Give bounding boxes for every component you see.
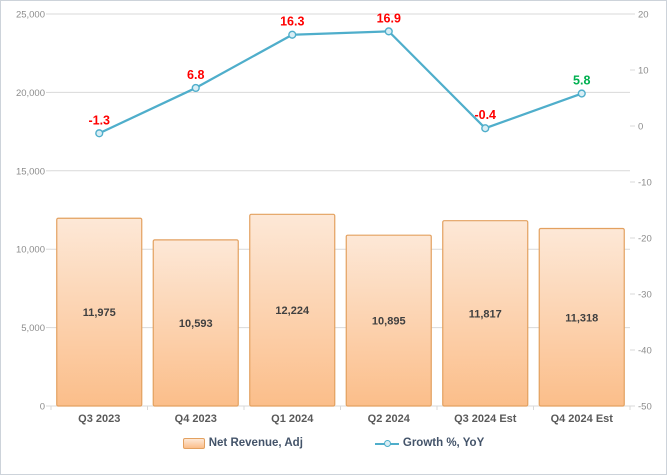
growth-value-label: 6.8 [187,68,204,82]
bar-value-label: 11,318 [565,312,598,324]
y-axis-left-label: 20,000 [16,88,45,99]
y-axis-left-label: 25,000 [16,10,45,21]
growth-marker[interactable] [577,89,586,98]
bar-value-label: 12,224 [275,305,310,317]
plot-area: 0 5,000 10,000 15,000 20,000 25,000 -50 -40 -30 -… [16,10,652,426]
line-marker-icon [374,439,399,447]
y-axis-right-label: -40 [638,346,652,357]
bar-value-label: 11,975 [83,307,116,319]
revenue-bar[interactable] [345,234,432,407]
y-axis-right-label: -30 [638,290,652,301]
bar-swatch-icon [182,437,205,449]
growth-marker[interactable] [481,124,490,133]
y-axis-right-label: 20 [638,10,649,21]
growth-marker[interactable] [384,27,393,36]
growth-value-label: -0.4 [474,108,496,122]
growth-value-label: 5.8 [573,74,590,88]
y-axis-left-label: 15,000 [16,166,45,177]
growth-marker[interactable] [95,129,104,138]
category-label: Q4 2023 [175,413,217,425]
legend-label-net-revenue: Net Revenue, Adj [208,437,303,449]
growth-value-label: -1.3 [88,113,110,127]
category-label: Q1 2024 [271,413,314,425]
y-axis-left-label: 0 [40,402,45,413]
revenue-bar[interactable] [442,220,529,407]
legend-item-net-revenue[interactable]: Net Revenue, Adj [182,437,303,449]
y-axis-right-label: -20 [638,234,652,245]
y-axis-left-label: 5,000 [21,323,45,334]
y-axis-left-label: 10,000 [16,245,45,256]
category-label: Q2 2024 [368,413,411,425]
legend: Net Revenue, Adj Growth %, YoY [1,437,666,449]
category-label: Q4 2024 Est [551,413,614,425]
category-label: Q3 2023 [78,413,120,425]
legend-label-growth: Growth %, YoY [402,437,485,449]
legend-item-growth[interactable]: Growth %, YoY [374,437,485,449]
bar-value-label: 11,817 [469,308,502,320]
category-label: Q3 2024 Est [454,413,517,425]
revenue-bar[interactable] [538,227,625,407]
revenue-bar[interactable] [152,239,239,407]
y-axis-right-label: -50 [638,402,652,413]
growth-value-label: 16.9 [377,11,401,25]
growth-value-label: 16.3 [280,15,304,29]
y-axis-right-label: -10 [638,178,652,189]
y-axis-right-label: 0 [638,122,643,133]
bar-value-label: 10,895 [372,316,406,328]
y-axis-right-label: 10 [638,66,649,77]
growth-marker[interactable] [288,30,297,39]
revenue-bar[interactable] [249,213,336,407]
growth-line[interactable] [98,30,583,135]
growth-marker[interactable] [191,83,200,93]
bar-value-label: 10,593 [179,318,213,330]
revenue-bar[interactable] [56,217,143,407]
